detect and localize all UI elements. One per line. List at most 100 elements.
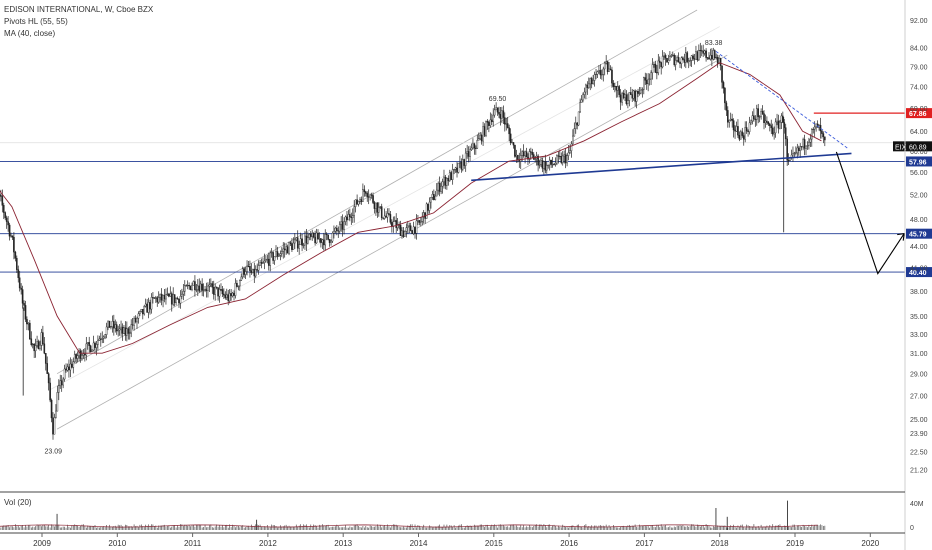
price-candle-body <box>444 176 447 186</box>
price-candle-body <box>627 100 629 104</box>
price-candle-body <box>65 368 67 371</box>
price-candle-body <box>441 181 444 187</box>
price-candle-body <box>603 62 606 70</box>
price-candle-body <box>364 191 367 194</box>
price-candle-body <box>602 68 605 75</box>
y-tick-label: 69.00 <box>910 106 928 113</box>
price-candle-body <box>210 283 212 286</box>
price-candle-body <box>421 216 424 222</box>
price-candle-body <box>586 84 589 88</box>
price-candle-body <box>107 320 109 328</box>
price-candle-body <box>669 56 671 61</box>
price-candle-body <box>490 119 493 123</box>
price-candle-body <box>619 94 622 103</box>
price-candle-body <box>159 293 161 298</box>
price-candle-body <box>399 224 402 236</box>
price-candle-body <box>415 220 418 234</box>
price-candle-body <box>42 332 44 345</box>
price-candle-body <box>585 84 587 93</box>
price-candle-body <box>583 91 586 95</box>
price-candle-body <box>624 94 626 99</box>
price-candle-body <box>157 297 160 303</box>
x-tick-label: 2018 <box>711 539 729 548</box>
price-candle-body <box>234 282 237 296</box>
price-candle-body <box>404 231 406 237</box>
current-price-symbol: EIX <box>895 144 907 151</box>
price-candle-body <box>50 399 53 419</box>
price-candle-body <box>541 160 544 169</box>
price-candle-body <box>275 251 277 257</box>
price-candle-body <box>786 138 788 161</box>
price-candle-body <box>214 286 216 295</box>
current-price-value: 60.89 <box>909 144 927 151</box>
price-candle-body <box>699 49 702 51</box>
price-candle-body <box>709 55 712 60</box>
price-candle-body <box>674 60 677 65</box>
price-candle-body <box>670 55 673 57</box>
y-tick-label: 21.20 <box>910 468 928 475</box>
price-candle-body <box>69 363 72 371</box>
price-candle-body <box>307 237 309 244</box>
pivot-annotation: 83.38 <box>705 40 723 47</box>
price-candle-body <box>240 276 243 281</box>
y-tick-label: 92.00 <box>910 18 928 25</box>
price-candle-body <box>430 197 432 203</box>
price-candle-body <box>288 242 290 254</box>
price-candle-body <box>314 236 316 244</box>
y-tick-label: 64.00 <box>910 129 928 136</box>
price-candle-body <box>128 332 131 334</box>
price-candle-body <box>373 202 376 209</box>
price-candle-body <box>215 286 218 288</box>
price-candle-body <box>667 60 670 63</box>
y-tick-label: 27.00 <box>910 394 928 401</box>
price-candle-body <box>725 102 728 111</box>
price-candle-body <box>89 345 92 353</box>
price-candle-body <box>815 123 817 128</box>
price-candle-body <box>43 343 46 354</box>
price-candle-body <box>309 234 312 237</box>
price-candle-body <box>559 156 561 158</box>
price-candle-body <box>81 355 83 359</box>
y-tick-label: 38.00 <box>910 289 928 296</box>
price-candle-body <box>522 151 525 157</box>
price-candle-body <box>724 88 726 104</box>
price-candle-body <box>741 131 744 136</box>
price-candle-body <box>10 235 12 237</box>
price-candle-body <box>628 92 631 101</box>
price-candle-body <box>463 159 466 166</box>
projection-arrow-head <box>897 232 905 241</box>
price-candle-body <box>433 194 435 200</box>
price-candle-body <box>13 237 15 253</box>
moving-average-line <box>0 62 822 354</box>
x-tick-label: 2017 <box>636 539 654 548</box>
price-candle-body <box>528 151 531 160</box>
price-candle-body <box>409 225 412 231</box>
price-candle-body <box>405 227 408 232</box>
price-candle-body <box>716 57 719 64</box>
price-candle-body <box>86 342 89 345</box>
price-candle-body <box>172 294 174 305</box>
price-candle-body <box>573 128 576 137</box>
price-candle-body <box>389 214 392 223</box>
price-candle-body <box>207 285 209 291</box>
price-candle-body <box>428 201 431 211</box>
price-candle-body <box>489 119 492 126</box>
price-candle-body <box>243 268 245 275</box>
price-candle-body <box>486 121 489 123</box>
price-candle-body <box>806 145 809 147</box>
price-candle-body <box>753 115 755 120</box>
price-candle-body <box>201 283 203 291</box>
y-tick-label: 25.00 <box>910 417 928 424</box>
price-candle-body <box>221 289 224 295</box>
price-candle-body <box>721 65 723 83</box>
price-candle-body <box>501 110 503 119</box>
price-candle-body <box>792 153 794 156</box>
price-candle-body <box>767 122 770 125</box>
price-candle-body <box>73 354 76 362</box>
price-candle-body <box>312 232 315 238</box>
price-candle-body <box>612 82 615 87</box>
price-candle-body <box>722 82 725 89</box>
price-candle-body <box>580 99 583 103</box>
price-candle-body <box>499 114 502 119</box>
